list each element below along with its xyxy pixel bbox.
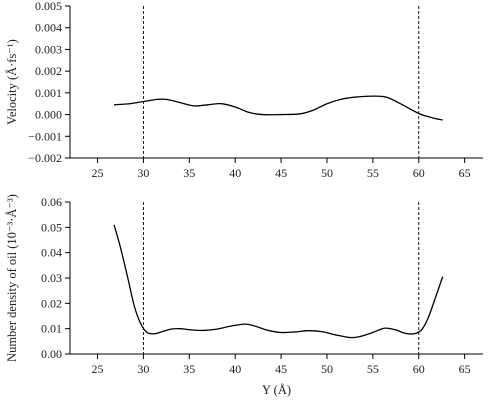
x-tick-label: 45	[275, 362, 287, 376]
y-tick-label: −0.002	[28, 151, 62, 165]
x-tick-label: 30	[137, 362, 149, 376]
y-tick-label: 0.005	[35, 0, 62, 13]
x-tick-label: 45	[275, 166, 287, 180]
y-tick-label: 0.003	[35, 42, 62, 56]
x-tick-label: 25	[92, 166, 104, 180]
x-tick-label: 50	[321, 362, 333, 376]
y-axis-title: Velocity (Å·fs⁻¹)	[5, 39, 19, 125]
y-tick-label: 0.002	[35, 64, 62, 78]
y-tick-label: 0.02	[41, 296, 62, 310]
x-tick-label: 25	[92, 362, 104, 376]
y-tick-label: 0.00	[41, 347, 62, 361]
velocity-curve	[114, 95, 443, 121]
x-tick-label: 55	[367, 166, 379, 180]
y-tick-label: 0.03	[41, 271, 62, 285]
x-tick-label: 40	[229, 166, 241, 180]
x-tick-label: 60	[413, 166, 425, 180]
y-tick-label: 0.06	[41, 195, 62, 209]
x-tick-label: 55	[367, 362, 379, 376]
density-curve	[113, 224, 444, 339]
x-tick-label: 50	[321, 166, 333, 180]
y-tick-label: 0.05	[41, 220, 62, 234]
y-axis-title: Number density of oil (10⁻³·Å⁻³)	[5, 194, 19, 362]
y-tick-label: −0.001	[28, 129, 62, 143]
x-tick-label: 60	[413, 362, 425, 376]
x-tick-label: 30	[137, 166, 149, 180]
y-tick-label: 0.04	[41, 246, 62, 260]
velocity-panel: 25 30 35 40 45 50 55 60 65 −0.002 −0.001 0.000 0.001…	[5, 0, 483, 180]
x-tick-label: 65	[459, 362, 471, 376]
y-tick-label: 0.001	[35, 86, 62, 100]
y-tick-label: 0.004	[35, 21, 62, 35]
x-tick-label: 65	[459, 166, 471, 180]
x-axis-title: Y (Å)	[262, 383, 291, 397]
density-panel: 25 30 35 40 45 50 55 60 65 0.00 0.01 0.02 0.03 0.04 0.…	[5, 194, 483, 397]
x-tick-label: 40	[229, 362, 241, 376]
x-tick-label: 35	[183, 362, 195, 376]
y-tick-label: 0.01	[41, 322, 62, 336]
x-tick-label: 35	[183, 166, 195, 180]
y-tick-label: 0.000	[35, 108, 62, 122]
